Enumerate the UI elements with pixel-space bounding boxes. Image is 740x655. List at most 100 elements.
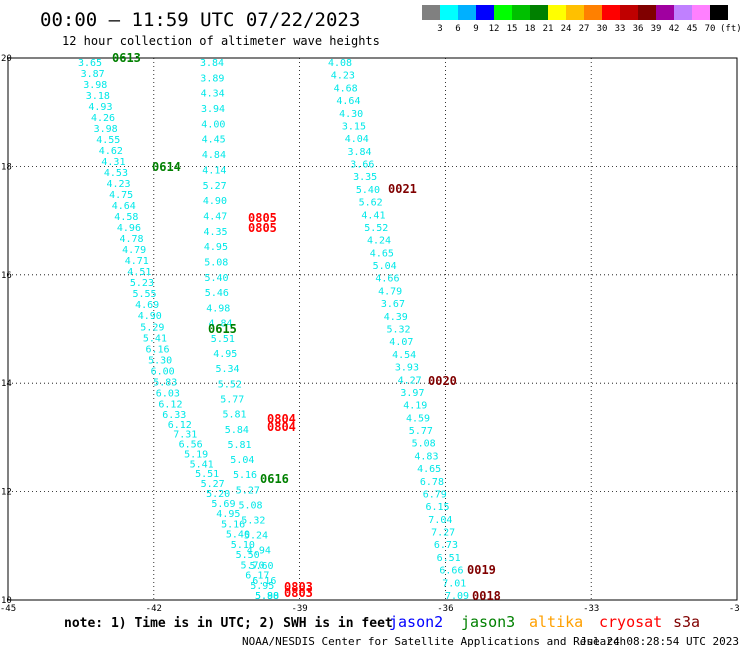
wave-height-label: 6.33 — [162, 410, 186, 421]
pass-label: 0804 — [267, 412, 296, 426]
wave-height-label: 4.53 — [104, 168, 128, 179]
wave-height-label: 3.89 — [200, 73, 224, 84]
pass-label: 0805 — [248, 211, 277, 225]
wave-height-label: 4.47 — [203, 212, 227, 223]
wave-height-label: 7.04 — [428, 515, 452, 526]
legend-label: 27 — [579, 24, 590, 34]
latitude-tick: 12 — [1, 488, 12, 498]
wave-height-label: 5.08 — [239, 500, 263, 511]
longitude-tick: -30 — [729, 604, 740, 614]
wave-height-label: 3.98 — [83, 80, 107, 91]
wave-height-label: 3.18 — [86, 91, 110, 102]
wave-height-label: 6.12 — [158, 399, 182, 410]
wave-height-label: 6.03 — [156, 388, 180, 399]
footer-note: note: 1) Time is in UTC; 2) SWH is in fe… — [64, 616, 393, 631]
wave-height-label: 4.23 — [331, 71, 355, 82]
wave-height-label: 5.34 — [216, 364, 240, 375]
wave-height-label: 5.10 — [231, 540, 255, 551]
wave-height-label: 6.16 — [252, 576, 276, 587]
wave-height-label: 3.84 — [200, 58, 224, 69]
wave-height-label: 4.07 — [389, 337, 413, 348]
legend-label: 15 — [507, 24, 518, 34]
satellite-name: cryosat — [599, 613, 662, 631]
wave-height-label: 5.55 — [133, 289, 157, 300]
wave-height-label: 4.59 — [406, 413, 430, 424]
legend-label: 24 — [561, 24, 572, 34]
wave-height-label: 5.95 — [250, 581, 274, 592]
wave-height-label: 4.23 — [107, 179, 131, 190]
wave-height-label: 6.78 — [420, 477, 444, 488]
wave-height-label: 7.27 — [431, 528, 455, 539]
wave-height-label: 4.04 — [345, 134, 369, 145]
wave-height-label: 3.65 — [78, 58, 102, 69]
wave-height-label: 4.64 — [336, 96, 360, 107]
longitude-tick: -42 — [146, 604, 162, 614]
satellite-name: jason2 — [389, 613, 443, 631]
legend-swatch — [584, 5, 602, 20]
wave-height-label: 4.31 — [101, 157, 125, 168]
wave-height-label: 7.01 — [442, 578, 466, 589]
wave-height-label: 3.94 — [201, 104, 225, 115]
wave-height-label: 5.52 — [218, 379, 242, 390]
legend-label: 9 — [473, 24, 478, 34]
pass-label: 0614 — [152, 160, 181, 174]
wave-height-label: 5.81 — [228, 440, 252, 451]
legend-unit: (ft) — [720, 24, 740, 34]
legend-label: 30 — [597, 24, 608, 34]
pass-label: 0616 — [260, 472, 289, 486]
footer-timestamp: Jul 24 08:28:54 UTC 2023 — [580, 635, 739, 648]
wave-height-label: 4.78 — [120, 234, 144, 245]
wave-height-label: 5.80 — [255, 591, 279, 602]
latitude-tick: 20 — [1, 54, 12, 64]
wave-height-label: 7.31 — [173, 430, 197, 441]
wave-height-label: 3.87 — [81, 69, 105, 80]
latitude-tick: 18 — [1, 162, 12, 172]
wave-height-label: 6.15 — [426, 502, 450, 513]
legend-label: 33 — [615, 24, 626, 34]
wave-height-label: 4.58 — [114, 212, 138, 223]
legend-label: 18 — [525, 24, 536, 34]
wave-height-label: 4.30 — [339, 109, 363, 120]
wave-height-label: 5.40 — [226, 530, 250, 541]
wave-height-label: 4.54 — [392, 350, 416, 361]
wave-height-label: 5.20 — [206, 489, 230, 500]
legend-swatch — [656, 5, 674, 20]
wave-height-label: 4.69 — [135, 300, 159, 311]
wave-height-label: 3.98 — [94, 124, 118, 135]
wave-height-label: 3.97 — [400, 388, 424, 399]
color-scale-legend: 3 6 9 12 15 18 21 24 27 30 33 36 39 42 45 70 (ft) — [422, 5, 740, 34]
wave-height-label: 4.51 — [127, 267, 151, 278]
legend-label: 36 — [633, 24, 644, 34]
wave-height-label: 5.40 — [356, 185, 380, 196]
legend-swatch — [566, 5, 584, 20]
pass-label: 0613 — [112, 51, 141, 65]
wave-height-label: 4.65 — [417, 464, 441, 475]
pass-label: 0805 — [248, 221, 277, 235]
wave-height-label: 5.69 — [211, 499, 235, 510]
legend-label: 39 — [651, 24, 662, 34]
wave-height-label: 4.83 — [414, 451, 438, 462]
latitude-tick-labels: 20 18 16 14 12 10 — [1, 54, 12, 606]
latitude-tick: 10 — [1, 596, 12, 606]
figure-title: 00:00 — 11:59 UTC 07/22/2023 — [40, 9, 360, 31]
pass-label: 0018 — [472, 589, 501, 603]
wave-height-label: 5.04 — [373, 261, 397, 272]
wave-height-label: 5.77 — [220, 395, 244, 406]
legend-swatch — [692, 5, 710, 20]
wave-height-label: 3.84 — [348, 147, 372, 158]
wave-height-label: 4.39 — [384, 312, 408, 323]
wave-height-label: 4.14 — [202, 165, 226, 176]
wave-height-label: 5.24 — [244, 531, 268, 542]
wave-height-label: 5.08 — [412, 439, 436, 450]
wave-height-label: 4.79 — [122, 245, 146, 256]
satellite-name: s3a — [673, 613, 700, 631]
wave-height-label: 4.71 — [125, 256, 149, 267]
wave-height-label: 4.79 — [378, 286, 402, 297]
wave-height-label: 4.66 — [375, 274, 399, 285]
wave-height-label: 5.16 — [233, 470, 257, 481]
wave-height-label: 6.00 — [151, 366, 175, 377]
wave-height-label: 6.56 — [179, 440, 203, 451]
wave-height-label: 4.41 — [361, 210, 385, 221]
pass-label: 0019 — [467, 563, 496, 577]
